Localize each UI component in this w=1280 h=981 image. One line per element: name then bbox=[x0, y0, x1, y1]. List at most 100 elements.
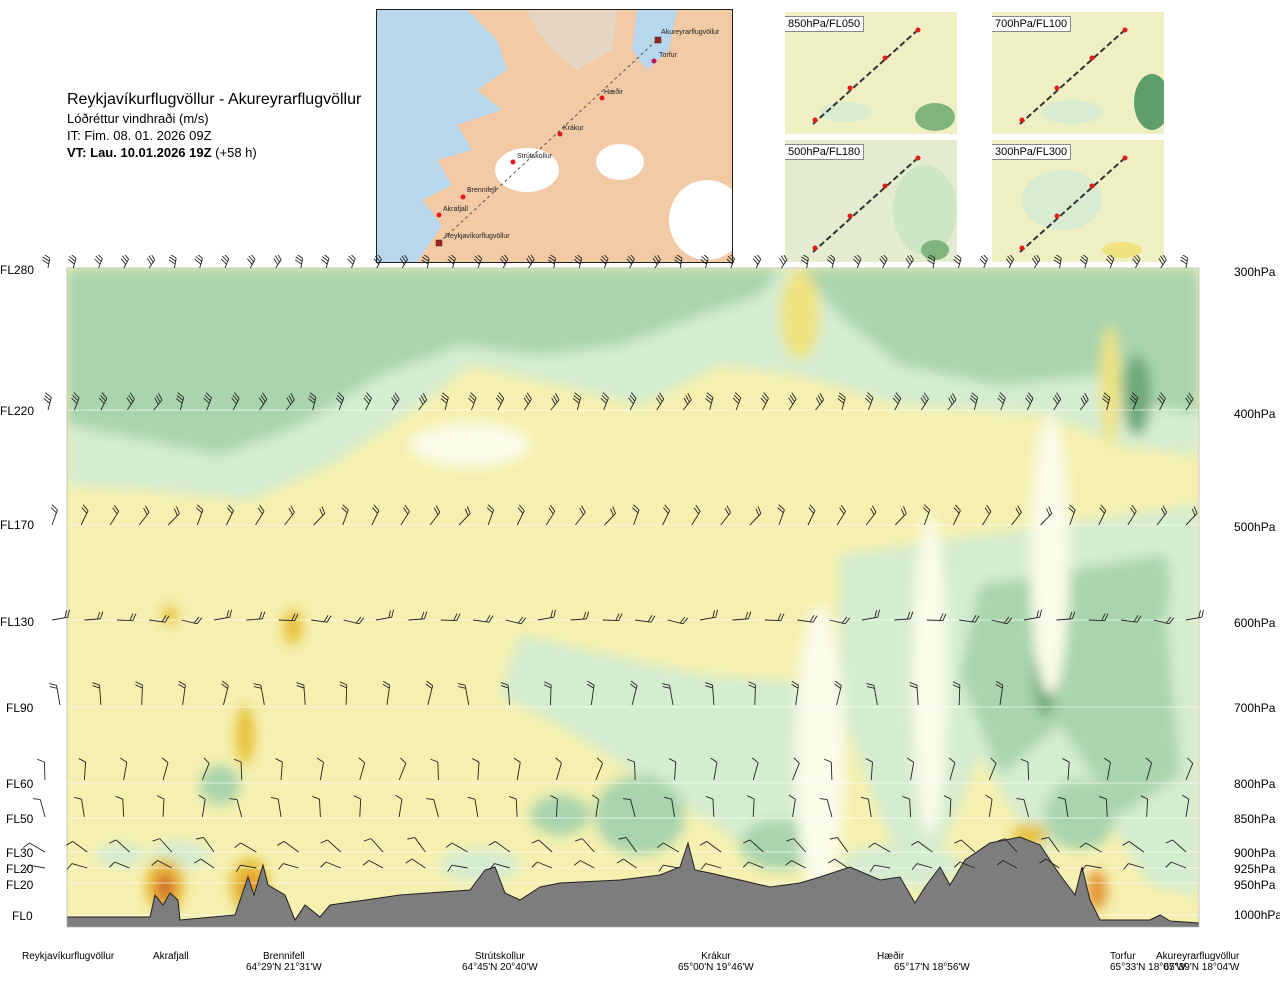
wind-barb bbox=[457, 683, 470, 706]
wind-barb bbox=[700, 255, 709, 269]
wind-barb bbox=[523, 392, 532, 411]
wind-barb bbox=[468, 392, 477, 411]
wind-barb bbox=[398, 757, 407, 781]
downdraft-region bbox=[440, 849, 520, 881]
wind-barb bbox=[668, 758, 677, 781]
wind-barb bbox=[909, 682, 919, 706]
wind-barb bbox=[495, 392, 505, 411]
wind-barb bbox=[751, 757, 759, 781]
issue-time: IT: Fim. 08. 01. 2026 09Z bbox=[67, 128, 212, 143]
wind-barb bbox=[700, 863, 722, 870]
wind-barb bbox=[1180, 255, 1189, 269]
wind-barb bbox=[600, 392, 609, 411]
wind-barb bbox=[894, 611, 914, 621]
thumbnail-850hpa[interactable]: 850hPa/FL050 bbox=[785, 12, 957, 134]
wind-barb bbox=[499, 255, 509, 269]
wind-barb bbox=[699, 609, 718, 621]
strong-downdraft-cell bbox=[1123, 355, 1151, 435]
wind-barb bbox=[788, 794, 796, 818]
wind-barb bbox=[1185, 506, 1198, 526]
wind-barb bbox=[234, 842, 257, 853]
level-label-fl: FL30 bbox=[6, 846, 34, 860]
wind-barb bbox=[375, 609, 394, 621]
wind-barb bbox=[135, 681, 143, 706]
wind-barb bbox=[312, 795, 321, 818]
wind-barb bbox=[1088, 613, 1109, 622]
wind-barb bbox=[43, 392, 52, 411]
wind-barb bbox=[275, 758, 283, 781]
wind-barb bbox=[1068, 504, 1076, 526]
wind-barb bbox=[1031, 255, 1041, 269]
waypoint-coord: 64°45'N 20°40'W bbox=[462, 962, 538, 973]
wind-barb bbox=[748, 681, 756, 706]
level-label-pressure: 600hPa bbox=[1234, 616, 1276, 630]
waypoint-name: Hæðir bbox=[877, 951, 905, 962]
wind-barb bbox=[421, 255, 430, 269]
downdraft-region bbox=[95, 843, 145, 867]
downdraft-region bbox=[800, 268, 1199, 415]
downdraft-region bbox=[67, 268, 780, 455]
wind-barb bbox=[836, 504, 846, 526]
wind-barb bbox=[1099, 795, 1108, 818]
wind-barb bbox=[600, 255, 609, 269]
wind-barb bbox=[760, 392, 769, 411]
wind-barb bbox=[969, 392, 979, 411]
wind-barb bbox=[94, 255, 103, 269]
wind-barb bbox=[526, 255, 535, 269]
level-label-pressure: 800hPa bbox=[1234, 777, 1276, 791]
wind-barb bbox=[1103, 757, 1111, 781]
wind-barb bbox=[991, 616, 1013, 625]
downdraft-region bbox=[840, 845, 960, 885]
wind-barb bbox=[1057, 796, 1069, 818]
waypoint-name: Strútskollur bbox=[474, 951, 525, 962]
wind-barb bbox=[194, 858, 215, 869]
level-label-fl: FL220 bbox=[0, 404, 35, 418]
wind-barb bbox=[604, 506, 616, 526]
thumbnail-map bbox=[992, 140, 1164, 262]
wind-barb bbox=[1157, 392, 1166, 411]
wind-barb bbox=[311, 615, 332, 623]
level-label-fl: FL60 bbox=[6, 777, 34, 791]
wind-barb bbox=[120, 255, 129, 269]
wind-barb bbox=[1098, 504, 1107, 526]
wind-barb bbox=[705, 392, 714, 411]
waypoint-coord: 65°33'N 18°07'W bbox=[1110, 962, 1186, 973]
wind-barb bbox=[167, 506, 180, 526]
title-block: Reykjavíkurflugvöllur - Akureyrarflugvöl… bbox=[67, 90, 361, 161]
thumbnail-500hpa[interactable]: 500hPa/FL180 bbox=[785, 140, 957, 262]
waypoint-label: Akrafjall bbox=[153, 951, 189, 962]
wind-barb bbox=[168, 255, 177, 269]
wind-barb bbox=[152, 838, 173, 853]
thumbnail-700hpa[interactable]: 700hPa/FL100 bbox=[992, 12, 1164, 134]
extreme-updraft-cell bbox=[159, 878, 171, 896]
thumbnail-map bbox=[785, 140, 957, 262]
wind-barb bbox=[710, 757, 718, 781]
map-label-akureyri: Akureyrarflugvöllur bbox=[661, 29, 720, 36]
level-label-pressure: 900hPa bbox=[1234, 846, 1276, 860]
wind-barb bbox=[574, 838, 595, 853]
neutral-band bbox=[795, 605, 845, 905]
wind-barb bbox=[947, 392, 957, 411]
wind-barb bbox=[879, 255, 888, 269]
wind-barb bbox=[339, 681, 348, 706]
wind-barb bbox=[788, 392, 797, 411]
wind-barb bbox=[572, 392, 582, 411]
thumbnail-300hpa[interactable]: 300hPa/FL300 bbox=[992, 140, 1164, 262]
downdraft-cell bbox=[1045, 780, 1115, 850]
wind-barb bbox=[797, 615, 818, 623]
wind-barb bbox=[531, 839, 553, 853]
wind-barb bbox=[902, 795, 912, 818]
wind-barb bbox=[285, 392, 295, 411]
wind-barb bbox=[278, 613, 299, 622]
wind-barb bbox=[195, 836, 215, 853]
wind-barb bbox=[1105, 255, 1115, 269]
waypoint-label: Krákur 65°00'N 19°46'W bbox=[678, 951, 754, 973]
wind-barb bbox=[1005, 255, 1015, 269]
level-label-pressure: 500hPa bbox=[1234, 520, 1276, 534]
wind-barb bbox=[445, 842, 468, 853]
wind-barb bbox=[235, 864, 257, 872]
wind-barb bbox=[382, 680, 391, 706]
wind-barb bbox=[473, 255, 483, 269]
wind-barb bbox=[347, 255, 356, 269]
wind-barb bbox=[869, 864, 891, 872]
